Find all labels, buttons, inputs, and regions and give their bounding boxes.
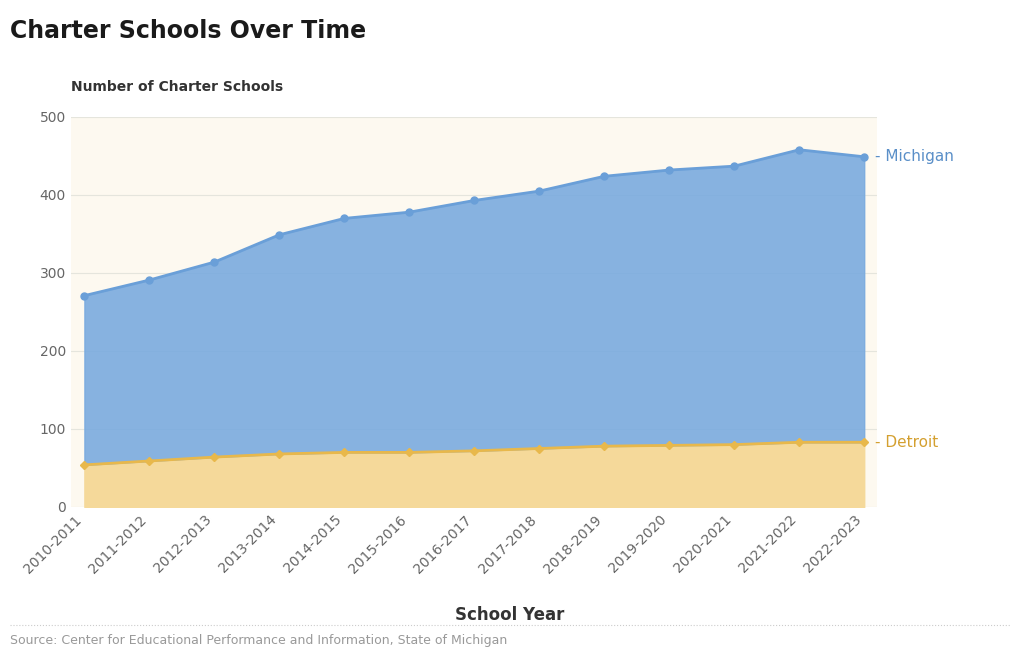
Text: Charter Schools Over Time: Charter Schools Over Time [10,20,366,44]
Text: - Detroit: - Detroit [874,435,937,450]
Text: Number of Charter Schools: Number of Charter Schools [71,80,283,94]
Text: Source: Center for Educational Performance and Information, State of Michigan: Source: Center for Educational Performan… [10,634,507,647]
Text: - Michigan: - Michigan [874,150,953,164]
Text: School Year: School Year [454,606,565,624]
